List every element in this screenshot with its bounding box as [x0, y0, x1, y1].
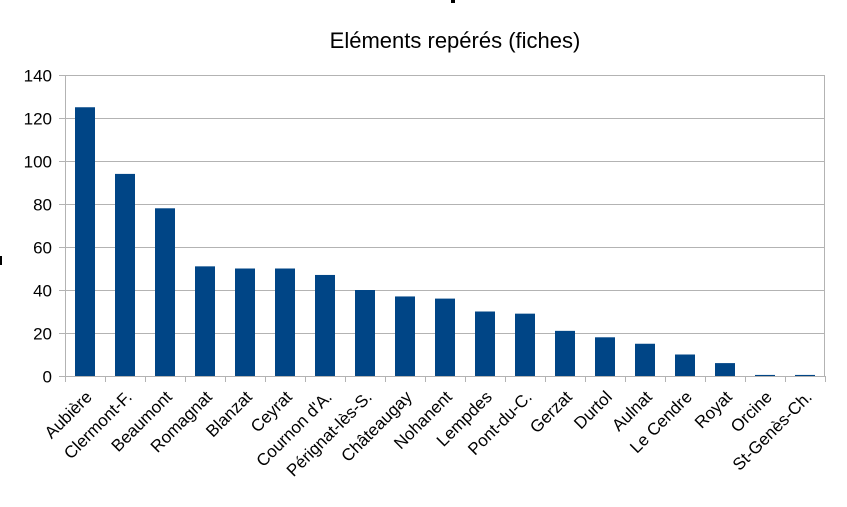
bar [115, 173, 135, 376]
bar [675, 354, 695, 376]
bar [75, 107, 95, 376]
bar [715, 363, 735, 376]
left-edge-mark [0, 256, 2, 265]
y-tick-label: 100 [24, 153, 52, 172]
axes [65, 75, 826, 382]
bar [475, 311, 495, 376]
bar [235, 268, 255, 376]
bars [75, 107, 815, 376]
y-tick-labels: 0 20 40 60 80 100 120 140 [24, 67, 52, 387]
bar [795, 374, 815, 376]
chart-title: Eléments repérés (fiches) [329, 28, 581, 53]
y-tick-label: 0 [43, 368, 52, 387]
bar [395, 296, 415, 376]
y-tick-label: 40 [33, 282, 52, 301]
y-tick-label: 60 [33, 239, 52, 258]
y-tick-label: 120 [24, 110, 52, 129]
y-tick-label: 140 [24, 67, 52, 86]
bar [435, 298, 455, 376]
x-tick-label: Durtol [570, 387, 616, 433]
bar [515, 313, 535, 376]
bar [315, 274, 335, 376]
y-tick-label: 80 [33, 196, 52, 215]
y-tick-label: 20 [33, 325, 52, 344]
x-tick-labels: AubièreClermont-F.BeaumontRomagnatBlanza… [41, 387, 816, 480]
bar [555, 330, 575, 376]
bar [275, 268, 295, 376]
bar [355, 290, 375, 376]
bar [635, 343, 655, 376]
x-tick-label: Blanzat [202, 387, 256, 441]
bar [595, 337, 615, 376]
bar [195, 266, 215, 376]
x-tick-label: Gerzat [526, 387, 576, 437]
bar [755, 374, 775, 376]
top-edge-mark [451, 0, 455, 3]
bar [155, 208, 175, 376]
